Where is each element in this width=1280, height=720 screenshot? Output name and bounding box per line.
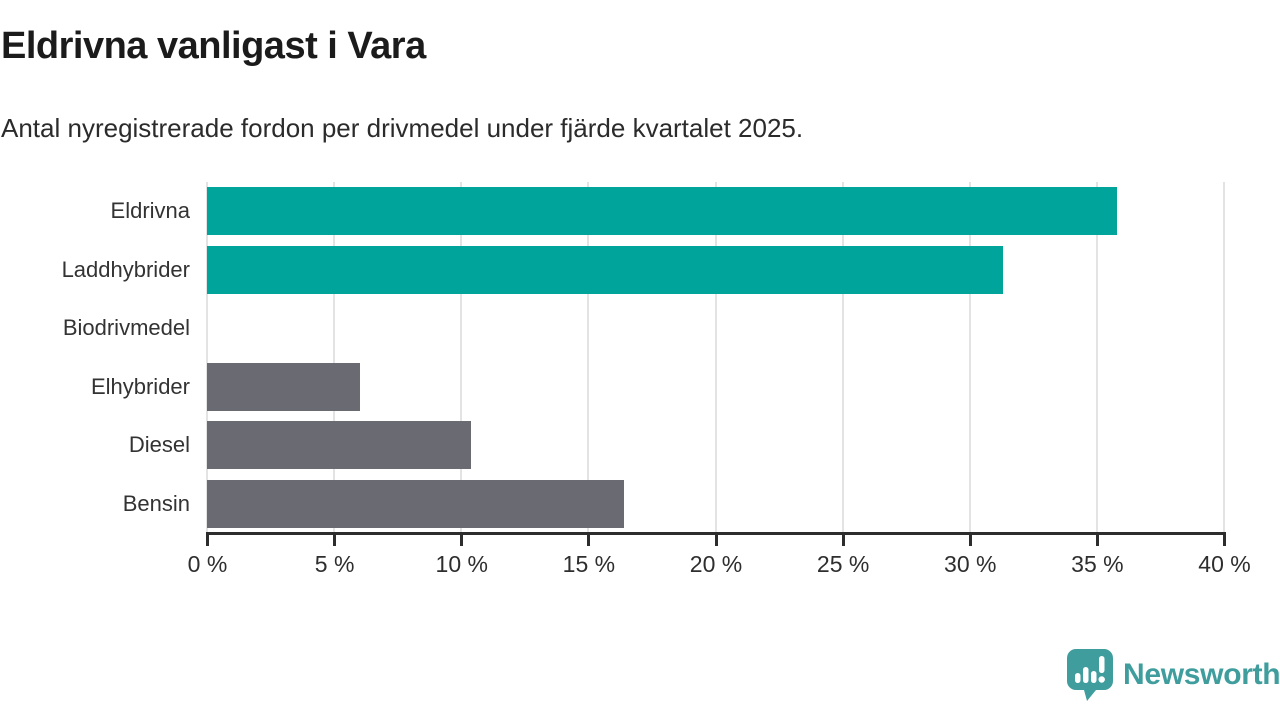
- category-label: Biodrivmedel: [62, 315, 190, 341]
- gridline: [206, 182, 208, 533]
- category-label: Elhybrider: [90, 373, 190, 399]
- axis-tick-label: 10 %: [435, 551, 488, 577]
- category-label: Diesel: [128, 432, 190, 458]
- bar-row: Diesel: [0, 416, 1224, 475]
- gridline: [1223, 182, 1225, 533]
- bar-bensin: [207, 479, 624, 528]
- bar-laddhybrider: [207, 245, 1003, 294]
- bar-track: [207, 362, 1224, 411]
- axis-tick: [333, 532, 337, 546]
- gridline: [587, 182, 590, 533]
- bar-row: Eldrivna: [0, 182, 1224, 241]
- bar-track: [207, 421, 1224, 470]
- chart-title: Eldrivna vanligast i Vara: [1, 25, 426, 67]
- bar-row: Biodrivmedel: [0, 299, 1224, 358]
- category-label: Laddhybrider: [61, 256, 190, 282]
- bar-track: [207, 245, 1224, 294]
- plot-gridlines: [206, 182, 1225, 533]
- newsworthy-wordmark: Newsworthy: [1123, 658, 1280, 691]
- axis-tick-label: 20 %: [689, 551, 743, 577]
- bar-track: [207, 187, 1224, 236]
- gridline: [1095, 182, 1098, 533]
- axis-tick: [206, 532, 209, 546]
- bar-row: Bensin: [0, 475, 1224, 534]
- newsworthy-logo: Newsworthy: [1066, 648, 1280, 702]
- bar-elhybrider: [207, 362, 360, 411]
- axis-tick: [714, 532, 718, 546]
- category-label: Bensin: [122, 490, 190, 516]
- bar-track: [207, 479, 1224, 528]
- gridline: [968, 182, 971, 533]
- bar-rows: Eldrivna Laddhybrider Biodrivmedel Elhybrid…: [0, 182, 1224, 533]
- axis-tick-label: 30 %: [944, 551, 997, 577]
- axis-tick: [1095, 532, 1099, 546]
- gridline: [714, 182, 717, 533]
- axis-tick-label: 25 %: [816, 551, 870, 577]
- axis-tick-label: 35 %: [1071, 551, 1124, 577]
- axis-tick: [968, 532, 972, 546]
- axis-tick-label: 40 %: [1198, 551, 1251, 577]
- bar-row: Laddhybrider: [0, 241, 1224, 300]
- axis-tick: [587, 532, 591, 546]
- bar-diesel: [207, 421, 472, 470]
- axis-tick: [841, 532, 845, 546]
- newsworthy-bubble-icon: [1067, 649, 1113, 701]
- axis-tick-label: 5 %: [314, 551, 355, 577]
- gridline: [333, 182, 336, 533]
- axis-tick: [460, 532, 464, 546]
- gridline: [841, 182, 844, 533]
- category-label: Eldrivna: [110, 198, 190, 224]
- bar-track: [207, 304, 1224, 352]
- axis-tick-label: 0 %: [187, 551, 228, 577]
- axis-tick-label: 15 %: [562, 551, 616, 577]
- axis-tick: [1223, 532, 1226, 546]
- bar-eldrivna: [207, 187, 1118, 236]
- gridline: [460, 182, 463, 533]
- chart-subtitle: Antal nyregistrerade fordon per drivmede…: [1, 113, 804, 143]
- bar-row: Elhybrider: [0, 358, 1224, 417]
